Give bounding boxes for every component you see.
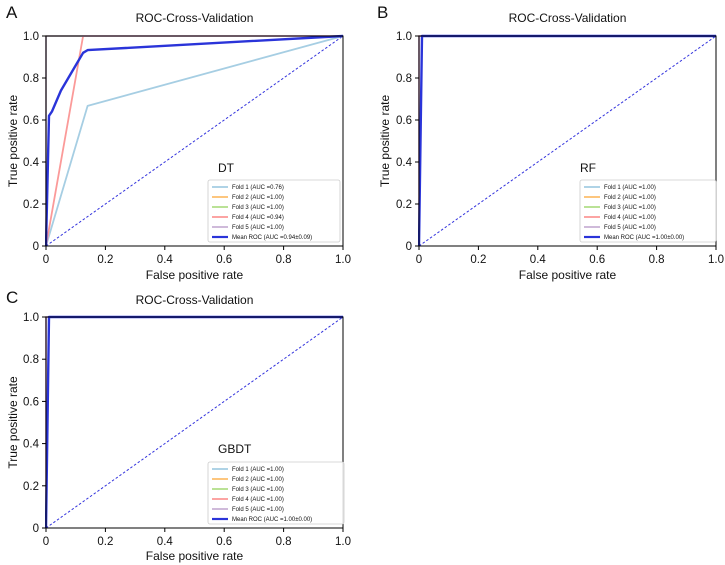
chart-title: ROC-Cross-Validation (136, 11, 254, 25)
y-tick-label: 0.2 (23, 199, 39, 211)
model-annotation: GBDT (218, 442, 252, 456)
y-tick-label: 1.0 (396, 31, 412, 43)
x-tick-label: 1.0 (335, 536, 351, 548)
y-tick-label: 0 (33, 241, 39, 253)
legend-box (207, 461, 345, 525)
legend-entry: Fold 1 (AUC =1.00) (232, 467, 284, 473)
x-tick-label: 0.2 (97, 254, 113, 266)
legend-entry: Fold 2 (AUC =1.00) (232, 195, 284, 201)
legend-entry: Fold 3 (AUC =1.00) (604, 205, 656, 211)
legend-entry: Fold 3 (AUC =1.00) (232, 205, 284, 211)
y-axis-label: True positive rate (6, 95, 20, 188)
x-tick-label: 1.0 (708, 254, 724, 266)
axes-frame (45, 316, 344, 529)
chart-panel-b: B ROC-Cross-Validation 0 0.2 0.4 0.6 0.8 1.0 0 0.… (377, 3, 724, 282)
x-tick-label: 0.4 (157, 254, 174, 266)
x-tick-label: 0.2 (97, 536, 113, 548)
y-tick-label: 0 (33, 523, 39, 535)
x-tick-label: 0.6 (216, 254, 232, 266)
y-tick-label: 0.4 (23, 439, 40, 451)
model-annotation: DT (218, 161, 235, 175)
y-tick-label: 0.4 (23, 157, 40, 169)
y-axis-label: True positive rate (378, 95, 392, 188)
legend: Fold 1 (AUC =1.00) Fold 2 (AUC =1.00) Fold… (579, 179, 717, 243)
x-tick-label: 0.8 (276, 536, 292, 548)
mean-roc-line (45, 34, 344, 247)
x-tick-label: 0 (43, 254, 49, 266)
x-tick-label: 0 (43, 536, 49, 548)
y-tick-label: 1.0 (23, 312, 39, 324)
chart-title: ROC-Cross-Validation (136, 293, 254, 307)
legend-entry: Fold 5 (AUC =1.00) (232, 225, 284, 231)
x-axis-label: False positive rate (146, 268, 244, 282)
y-tick-label: 0.6 (23, 396, 39, 408)
x-tick-label: 0.6 (216, 536, 232, 548)
y-tick-label: 1.0 (23, 31, 39, 43)
axes-frame (45, 35, 344, 247)
y-tick-label: 0.2 (23, 481, 39, 493)
chance-line (45, 316, 344, 529)
legend-box (579, 179, 717, 243)
x-tick-label: 0.6 (589, 254, 605, 266)
legend: Fold 1 (AUC =1.00) Fold 2 (AUC =1.00) Fold… (207, 461, 345, 525)
y-tick-label: 0.8 (23, 354, 39, 366)
y-tick-label: 0.6 (396, 115, 412, 127)
x-axis-label: False positive rate (146, 549, 244, 563)
legend-entry: Mean ROC (AUC =1.00±0.00) (604, 235, 684, 241)
legend-entry: Fold 4 (AUC =1.00) (604, 215, 656, 221)
panel-label: C (6, 288, 18, 307)
chance-line (418, 35, 717, 247)
legend-entry: Fold 4 (AUC =0.94) (232, 215, 284, 221)
legend-entry: Fold 5 (AUC =1.00) (604, 225, 656, 231)
panel-label: A (6, 3, 18, 22)
x-tick-label: 0.8 (649, 254, 665, 266)
legend-entry: Fold 2 (AUC =1.00) (232, 477, 284, 483)
x-tick-label: 0.4 (530, 254, 547, 266)
legend-entry: Fold 2 (AUC =1.00) (604, 195, 656, 201)
legend-entry: Fold 4 (AUC =1.00) (232, 497, 284, 503)
x-tick-label: 0.8 (276, 254, 292, 266)
x-tick-label: 0 (416, 254, 422, 266)
y-tick-label: 0.4 (396, 157, 413, 169)
x-tick-label: 0.2 (470, 254, 486, 266)
legend-entry: Fold 1 (AUC =1.00) (604, 185, 656, 191)
chance-line (45, 35, 344, 247)
chart-panel-a: A ROC-Cross-Validation 0 0.2 0.4 0.6 0.8 1.0 0 0.… (6, 3, 351, 282)
x-tick-label: 0.4 (157, 536, 174, 548)
legend: Fold 1 (AUC =0.76) Fold 2 (AUC =1.00) Fold… (207, 179, 341, 243)
legend-entry: Fold 1 (AUC =0.76) (232, 185, 284, 191)
legend-entry: Mean ROC (AUC =0.94±0.09) (232, 235, 312, 241)
x-tick-label: 1.0 (335, 254, 351, 266)
legend-entry: Fold 5 (AUC =1.00) (232, 507, 284, 513)
chart-panel-c: C ROC-Cross-Validation 0 0.2 0.4 0.6 0.8 1.0 0 0.… (6, 288, 351, 563)
fold-1-roc-line (45, 35, 344, 247)
panel-label: B (377, 3, 388, 22)
y-tick-label: 0.8 (396, 73, 412, 85)
y-tick-label: 0 (406, 241, 412, 253)
y-tick-label: 0.2 (396, 199, 412, 211)
x-axis-label: False positive rate (519, 268, 617, 282)
y-axis-label: True positive rate (6, 376, 20, 469)
y-tick-label: 0.8 (23, 73, 39, 85)
y-tick-label: 0.6 (23, 115, 39, 127)
legend-box (207, 179, 341, 243)
model-annotation: RF (580, 161, 596, 175)
legend-entry: Mean ROC (AUC =1.00±0.00) (232, 517, 312, 523)
chart-title: ROC-Cross-Validation (509, 11, 627, 25)
axes-frame (418, 35, 717, 247)
legend-entry: Fold 3 (AUC =1.00) (232, 487, 284, 493)
